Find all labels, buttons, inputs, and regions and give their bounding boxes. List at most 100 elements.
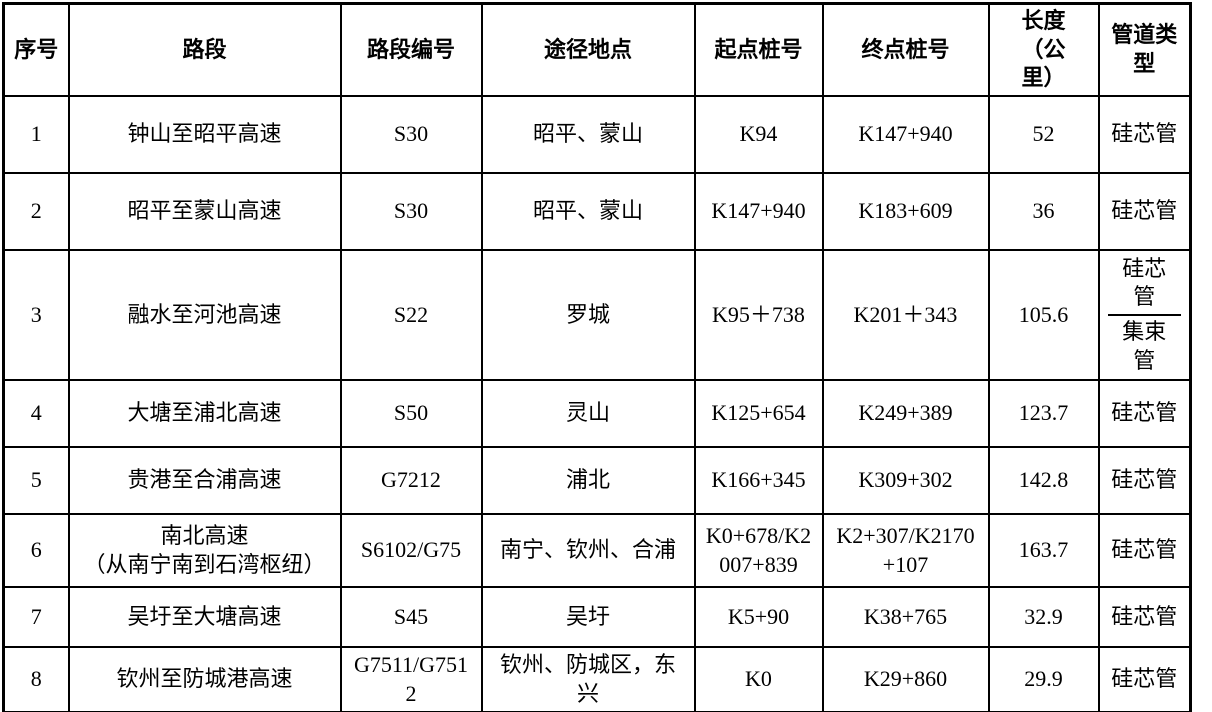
cell-pipe: 硅芯管 <box>1097 513 1192 589</box>
cell-code: S22 <box>339 248 483 382</box>
cell-via: 吴圩 <box>480 586 696 649</box>
cell-end: K29+860 <box>821 646 990 712</box>
cell-end: K147+940 <box>821 94 990 174</box>
col-header-label: 序号 <box>14 36 59 62</box>
pipe-type-subcell: 集束管 <box>1122 318 1167 373</box>
col-header-label: 路段 <box>182 36 227 62</box>
cell-index: 5 <box>2 446 70 516</box>
cell-end: K249+389 <box>821 379 990 449</box>
cell-road-line: 钦州至防城港高速 <box>116 666 293 692</box>
table-row: 1 钟山至昭平高速 S30 昭平、蒙山 K94 K147+940 52 硅芯管 <box>2 94 1192 174</box>
cell-road-line: 昭平至蒙山高速 <box>127 197 282 223</box>
cell-road: 贵港至合浦高速 <box>67 446 342 516</box>
cell-pipe: 硅芯管 <box>1097 646 1192 712</box>
cell-via: 昭平、蒙山 <box>480 171 696 251</box>
table-row: 7 吴圩至大塘高速 S45 吴圩 K5+90 K38+765 32.9 硅芯管 <box>2 586 1192 649</box>
table-row: 6 南北高速 （从南宁南到石湾枢纽） S6102/G75 南宁、钦州、合浦 K0+678/… <box>2 513 1192 589</box>
cell-via: 昭平、蒙山 <box>480 94 696 174</box>
table-body: 1 钟山至昭平高速 S30 昭平、蒙山 K94 K147+940 52 硅芯管 2 昭平至蒙山高速… <box>2 94 1192 712</box>
cell-start: K125+654 <box>693 379 824 449</box>
col-header-label: 起点桩号 <box>714 36 803 62</box>
table-row: 5 贵港至合浦高速 G7212 浦北 K166+345 K309+302 142.8 硅芯管 <box>2 446 1192 516</box>
cell-road-line: 南北高速 <box>160 523 249 549</box>
table-row: 4 大塘至浦北高速 S50 灵山 K125+654 K249+389 123.7 硅芯管 <box>2 379 1192 449</box>
cell-via: 钦州、防城区，东兴 <box>480 646 696 712</box>
col-header-label: 管道类型 <box>1111 22 1178 76</box>
col-header-label: 途径地点 <box>543 36 632 62</box>
col-header-end: 终点桩号 <box>821 2 990 97</box>
cell-index: 8 <box>2 646 70 712</box>
cell-end: K183+609 <box>821 171 990 251</box>
cell-index: 2 <box>2 171 70 251</box>
cell-road-line: 钟山至昭平高速 <box>127 120 282 146</box>
cell-start: K0 <box>693 646 824 712</box>
cell-code: S6102/G75 <box>339 513 483 589</box>
cell-length: 36 <box>987 171 1100 251</box>
cell-road-line: 吴圩至大塘高速 <box>127 603 282 629</box>
cell-pipe: 硅芯管 <box>1097 94 1192 174</box>
col-header-label: 路段编号 <box>366 36 455 62</box>
cell-start: K0+678/K2007+839 <box>693 513 824 589</box>
cell-road: 吴圩至大塘高速 <box>67 586 342 649</box>
cell-index: 3 <box>2 248 70 382</box>
cell-length: 32.9 <box>987 586 1100 649</box>
col-header-via: 途径地点 <box>480 2 696 97</box>
table-row: 3 融水至河池高速 S22 罗城 K95＋738 K201＋343 105.6 硅芯管 集束管 <box>2 248 1192 382</box>
cell-code: S30 <box>339 171 483 251</box>
col-header-label: 长度（公里） <box>1021 8 1066 91</box>
cell-index: 4 <box>2 379 70 449</box>
cell-length: 142.8 <box>987 446 1100 516</box>
col-header-label: 终点桩号 <box>861 36 950 62</box>
cell-start: K94 <box>693 94 824 174</box>
cell-road: 南北高速 （从南宁南到石湾枢纽） <box>67 513 342 589</box>
cell-index: 1 <box>2 94 70 174</box>
cell-length: 29.9 <box>987 646 1100 712</box>
cell-road-line: 融水至河池高速 <box>127 301 282 327</box>
cell-code: S45 <box>339 586 483 649</box>
cell-pipe: 硅芯管 <box>1097 586 1192 649</box>
cell-index: 7 <box>2 586 70 649</box>
col-header-code: 路段编号 <box>339 2 483 97</box>
header-row: 序号 路段 路段编号 途径地点 起点桩号 终点桩号 长度（公里） 管道类型 <box>2 2 1192 97</box>
cell-road-line: 大塘至浦北高速 <box>127 400 282 426</box>
cell-pipe: 硅芯管 <box>1097 379 1192 449</box>
cell-road: 钟山至昭平高速 <box>67 94 342 174</box>
cell-road: 大塘至浦北高速 <box>67 379 342 449</box>
cell-code: S50 <box>339 379 483 449</box>
cell-pipe: 硅芯管 <box>1097 446 1192 516</box>
cell-road: 钦州至防城港高速 <box>67 646 342 712</box>
route-pipeline-table: 序号 路段 路段编号 途径地点 起点桩号 终点桩号 长度（公里） 管道类型 1 钟山至昭平高速 S… <box>2 2 1192 712</box>
cell-length: 52 <box>987 94 1100 174</box>
col-header-start: 起点桩号 <box>693 2 824 97</box>
cell-pipe: 硅芯管 <box>1097 171 1192 251</box>
cell-via: 灵山 <box>480 379 696 449</box>
cell-pipe: 硅芯管 集束管 <box>1097 248 1192 382</box>
cell-road: 融水至河池高速 <box>67 248 342 382</box>
cell-code: S30 <box>339 94 483 174</box>
cell-start: K166+345 <box>693 446 824 516</box>
table-row: 8 钦州至防城港高速 G7511/G7512 钦州、防城区，东兴 K0 K29+860 29… <box>2 646 1192 712</box>
pipe-type-subcell: 硅芯管 <box>1107 253 1181 316</box>
col-header-length: 长度（公里） <box>987 2 1100 97</box>
cell-end: K2+307/K2170+107 <box>821 513 990 589</box>
cell-road: 昭平至蒙山高速 <box>67 171 342 251</box>
cell-code: G7511/G7512 <box>339 646 483 712</box>
cell-code: G7212 <box>339 446 483 516</box>
cell-road-line: （从南宁南到石湾枢纽） <box>83 551 326 577</box>
cell-length: 123.7 <box>987 379 1100 449</box>
cell-length: 163.7 <box>987 513 1100 589</box>
col-header-pipe: 管道类型 <box>1097 2 1192 97</box>
cell-end: K309+302 <box>821 446 990 516</box>
cell-end: K201＋343 <box>821 248 990 382</box>
cell-via: 罗城 <box>480 248 696 382</box>
cell-start: K5+90 <box>693 586 824 649</box>
table-row: 2 昭平至蒙山高速 S30 昭平、蒙山 K147+940 K183+609 36 硅芯管 <box>2 171 1192 251</box>
cell-road-line: 贵港至合浦高速 <box>127 467 282 493</box>
cell-via: 浦北 <box>480 446 696 516</box>
col-header-index: 序号 <box>2 2 70 97</box>
cell-length: 105.6 <box>987 248 1100 382</box>
col-header-road: 路段 <box>67 2 342 97</box>
cell-start: K147+940 <box>693 171 824 251</box>
cell-end: K38+765 <box>821 586 990 649</box>
cell-index: 6 <box>2 513 70 589</box>
